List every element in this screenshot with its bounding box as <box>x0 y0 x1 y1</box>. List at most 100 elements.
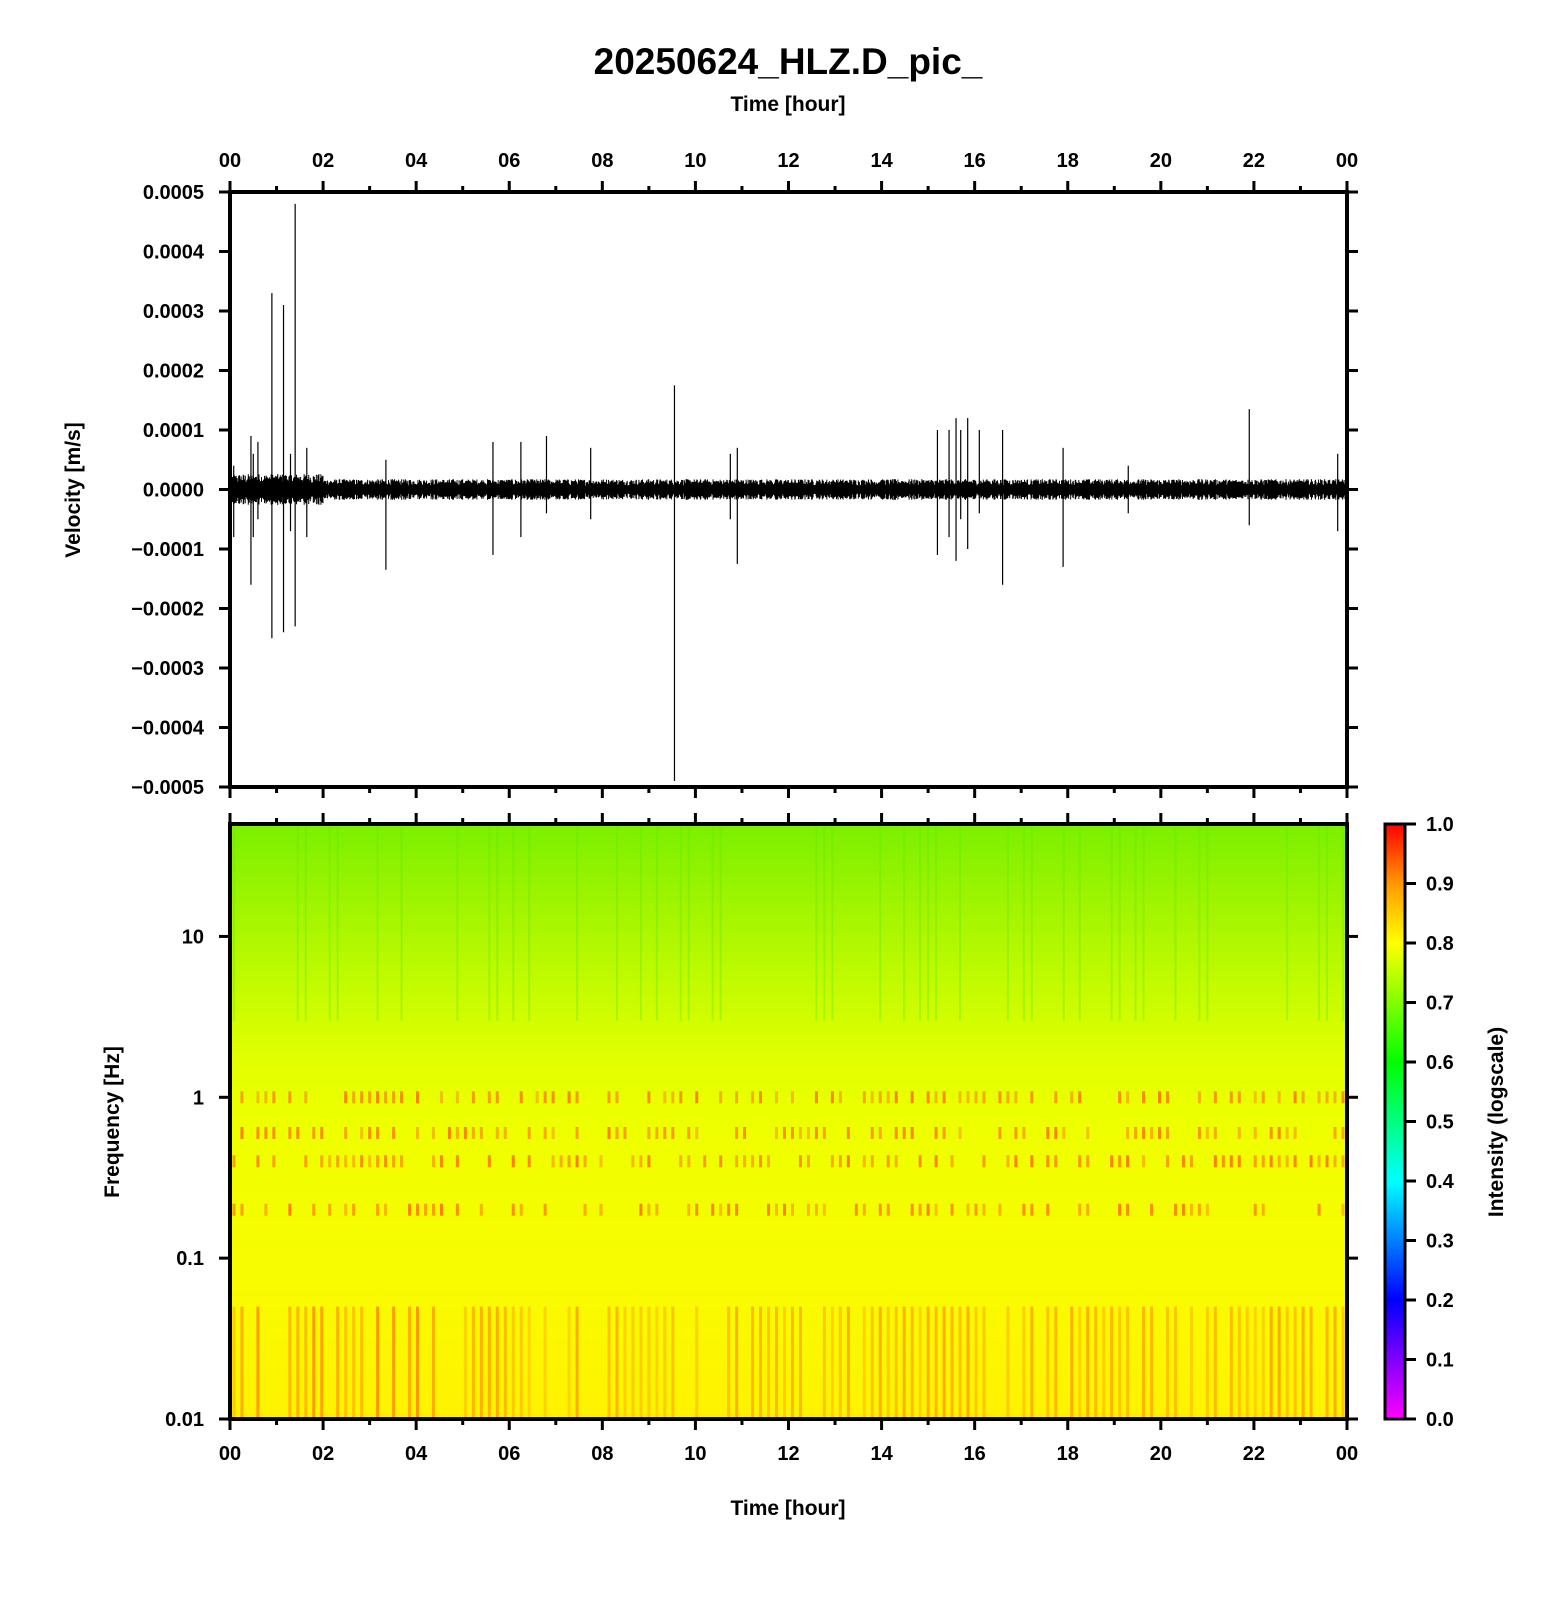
spectrogram-band-mark <box>902 1126 906 1139</box>
spectrogram-column <box>376 1306 380 1419</box>
spectrogram-column <box>982 1306 986 1419</box>
spectrogram-column <box>232 1306 236 1419</box>
spectrogram-band-mark <box>783 1203 787 1216</box>
spectrogram-band-mark <box>272 1155 276 1168</box>
spectrogram-column <box>1054 1306 1058 1419</box>
spectrogram-band-mark <box>495 1126 499 1139</box>
spectrogram-band-mark <box>551 1155 555 1168</box>
spectrogram-band-mark <box>567 1091 571 1104</box>
y-tick-label: −0.0004 <box>131 718 205 740</box>
spectrogram-column <box>567 1306 571 1419</box>
colorbar-tick-label: 0.1 <box>1426 1350 1454 1372</box>
y-tick-label: −0.0003 <box>131 658 204 680</box>
colorbar-tick-label: 0.7 <box>1426 993 1454 1015</box>
spectrogram-column <box>328 824 331 1021</box>
spectrogram-band-mark <box>1142 1126 1146 1139</box>
spectrogram-band-mark <box>687 1203 691 1216</box>
spectrogram-column <box>431 1306 435 1419</box>
x-tick-label: 14 <box>870 1443 893 1465</box>
spectrogram-band-mark <box>312 1203 316 1216</box>
colorbar-tick-label: 0.4 <box>1426 1171 1455 1193</box>
spectrogram-band-mark <box>703 1155 707 1168</box>
spectrogram-column <box>655 824 658 1021</box>
spectrogram-band-mark <box>288 1091 292 1104</box>
spectrogram-column <box>456 824 459 1021</box>
spectrogram-band-mark <box>328 1155 332 1168</box>
spectrogram-band-mark <box>519 1203 523 1216</box>
spectrogram-column <box>495 1306 499 1419</box>
spectrogram-column <box>1253 1306 1257 1419</box>
spectrogram-band-mark <box>1181 1155 1185 1168</box>
spectrogram-column <box>751 1306 755 1419</box>
spectrogram-column <box>950 1306 954 1419</box>
spectrogram-band-mark <box>695 1203 699 1216</box>
spectrogram-column <box>623 1306 627 1419</box>
spectrogram-column <box>312 1306 316 1419</box>
y-tick-label: 0.0003 <box>143 301 204 323</box>
colorbar-tick-label: 0.6 <box>1426 1052 1454 1074</box>
spectrogram-column <box>296 1306 300 1419</box>
spectrogram-band-mark <box>870 1091 874 1104</box>
spectrogram-band-mark <box>934 1155 938 1168</box>
spectrogram-column <box>903 824 906 1021</box>
spectrogram-band-mark <box>862 1203 866 1216</box>
spectrogram-band-mark <box>1317 1203 1321 1216</box>
colorbar-tick-label: 0.2 <box>1426 1290 1454 1312</box>
spectrogram-band-mark <box>790 1203 794 1216</box>
spectrogram-band-mark <box>288 1126 292 1139</box>
spectrogram-band-mark <box>1086 1155 1090 1168</box>
spectrogram-column <box>719 824 722 1021</box>
spectrogram-band-mark <box>655 1126 659 1139</box>
spectrogram-band-mark <box>1261 1091 1265 1104</box>
waveform-y-axis: 0.0005 0.0004 0.0003 0.0002 0.0001 0.0000 −0.0… <box>131 182 1358 799</box>
spectrogram-column <box>543 1306 547 1419</box>
y-tick-label: 0.0001 <box>143 420 204 442</box>
spectrogram-band-mark <box>1253 1203 1257 1216</box>
spectrogram-band-mark <box>272 1126 276 1139</box>
spectrogram-column <box>878 1306 882 1419</box>
spectrogram-column <box>711 824 714 1021</box>
spectrogram-column <box>966 1306 970 1419</box>
spectrogram-band-mark <box>679 1091 683 1104</box>
spectrogram-band-mark <box>439 1203 443 1216</box>
spectrogram-band-mark <box>1078 1091 1082 1104</box>
spectrogram-column <box>870 1306 874 1419</box>
spectrogram-band-mark <box>759 1155 763 1168</box>
spectrogram-column <box>655 1306 659 1419</box>
spectrogram-band-mark <box>759 1091 763 1104</box>
spectrogram-column <box>576 824 579 1021</box>
spectrogram-column <box>823 824 826 1021</box>
spectrogram-column <box>1198 824 1201 1021</box>
spectrogram-band-mark <box>511 1155 515 1168</box>
spectrogram-band-mark <box>1118 1203 1122 1216</box>
spectrogram-column <box>1030 824 1033 1021</box>
spectrogram-band-mark <box>360 1126 364 1139</box>
spectrogram-band-mark <box>376 1155 380 1168</box>
spectrogram-band-mark <box>511 1203 515 1216</box>
spectrogram-band-mark <box>583 1155 587 1168</box>
spectrogram-band-mark <box>1341 1203 1345 1216</box>
spectrogram-band-mark <box>998 1203 1002 1216</box>
spectrogram-column <box>1205 1306 1209 1419</box>
spectrogram-band-mark <box>1213 1155 1217 1168</box>
x-tick-label: 02 <box>312 150 334 172</box>
spectrogram-column <box>735 1306 739 1419</box>
spectrogram-band-mark <box>1158 1091 1162 1104</box>
spectrogram-band-mark <box>256 1155 260 1168</box>
spectrogram-band-mark <box>1253 1155 1257 1168</box>
spectrogram-band-mark <box>878 1126 882 1139</box>
spectrogram-band-mark <box>384 1091 388 1104</box>
spectrogram-column <box>607 1306 611 1419</box>
spectrogram-column <box>1142 824 1145 1021</box>
spectrogram-band-mark <box>671 1126 675 1139</box>
spectrogram-column <box>838 1306 842 1419</box>
spectrogram-column <box>1022 1306 1026 1419</box>
spectrogram-band-mark <box>415 1126 419 1139</box>
spectrogram-band-mark <box>862 1155 866 1168</box>
spectrogram-column <box>1326 824 1329 1021</box>
spectrogram-band-mark <box>1014 1126 1018 1139</box>
spectrogram-band-mark <box>1269 1155 1273 1168</box>
spectrogram-band-mark <box>392 1091 396 1104</box>
y-tick-label: 0.01 <box>165 1409 204 1431</box>
spectrogram-band-mark <box>392 1155 396 1168</box>
